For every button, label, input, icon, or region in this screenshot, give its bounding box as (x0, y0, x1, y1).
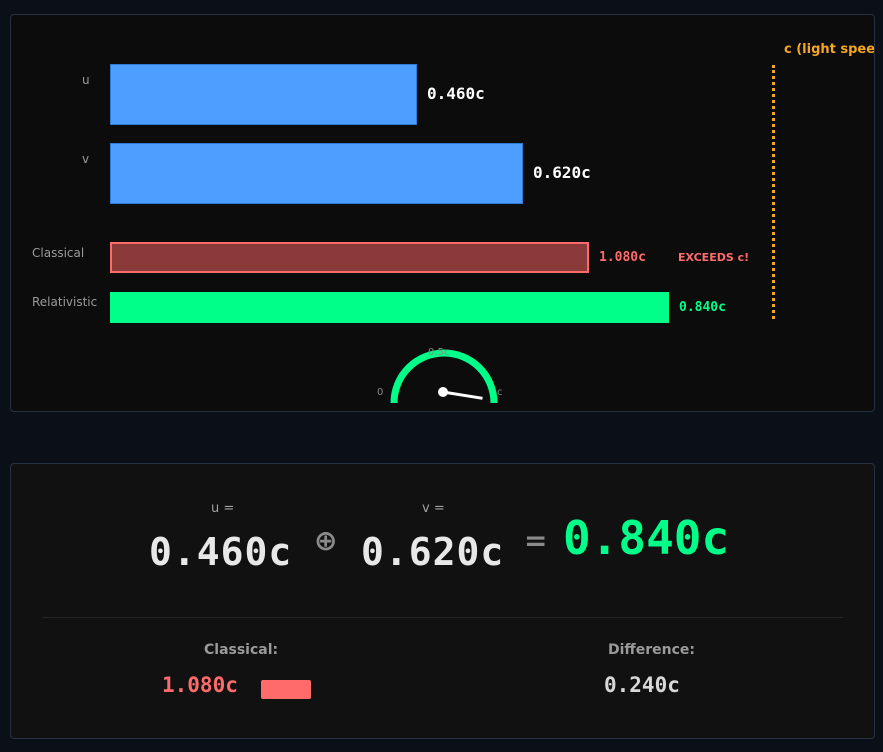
u-equation-label: u = (211, 501, 235, 516)
relativistic-row-label: Relativistic (32, 295, 98, 309)
v-value-label: 0.620c (533, 163, 591, 182)
u-value-label: 0.460c (427, 84, 485, 103)
gauge-arc (390, 349, 498, 404)
equals-symbol: = (524, 524, 548, 557)
v-velocity-bar (110, 143, 523, 204)
gauge-zero-label: 0 (377, 387, 384, 398)
difference-stat-value: 0.240c (604, 673, 680, 697)
light-speed-marker-line (772, 65, 775, 319)
gauge-needle (442, 390, 483, 400)
classical-value-label: 1.080c (599, 250, 646, 265)
v-row-label: v (82, 152, 90, 166)
relativistic-result-value: 0.840c (563, 511, 730, 565)
gauge-c-label: c (497, 387, 503, 398)
summary-divider (42, 617, 843, 618)
exceeds-c-warning: EXCEEDS c! (678, 251, 750, 264)
velocity-visualization-panel: u 0.460c v 0.620c Classical 1.080c EXCEE… (10, 14, 875, 412)
light-speed-label: c (light speed) (784, 42, 875, 57)
u-row-label: u (82, 73, 90, 87)
gauge-half-label: 0.5c (428, 347, 450, 358)
classical-row-label: Classical (32, 246, 85, 260)
u-velocity-bar (110, 64, 417, 125)
relativistic-sum-bar (110, 292, 669, 323)
gauge-pivot (438, 387, 448, 397)
classical-exceeds-indicator (261, 680, 311, 699)
classical-stat-label: Classical: (204, 642, 279, 658)
classical-sum-bar (110, 242, 589, 273)
speed-gauge (390, 349, 498, 404)
v-equation-label: v = (422, 501, 445, 516)
velocity-summary-panel: u = 0.460c ⊕ v = 0.620c = 0.840c Classic… (10, 463, 875, 739)
relativistic-value-label: 0.840c (679, 300, 726, 315)
v-equation-value: 0.620c (361, 530, 505, 574)
classical-stat-value: 1.080c (162, 673, 238, 697)
u-equation-value: 0.460c (149, 530, 293, 574)
relativistic-add-symbol: ⊕ (314, 524, 338, 557)
difference-stat-label: Difference: (608, 642, 696, 658)
